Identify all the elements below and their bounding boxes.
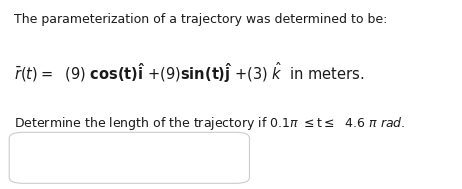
Text: $\bar{r}(t)=$  (9) $\bf{cos}(t)\hat{i}$ +(9)$\bf{sin}(t)\hat{j}$ +(3) $\hat{k}$ : $\bar{r}(t)=$ (9) $\bf{cos}(t)\hat{i}$ +… [14, 60, 365, 85]
FancyBboxPatch shape [9, 132, 249, 183]
Text: The parameterization of a trajectory was determined to be:: The parameterization of a trajectory was… [14, 13, 387, 26]
Text: Determine the length of the trajectory if 0.1$\pi$ $\leq$t$\leq$  4.6 $\pi$ $\ma: Determine the length of the trajectory i… [14, 115, 405, 132]
